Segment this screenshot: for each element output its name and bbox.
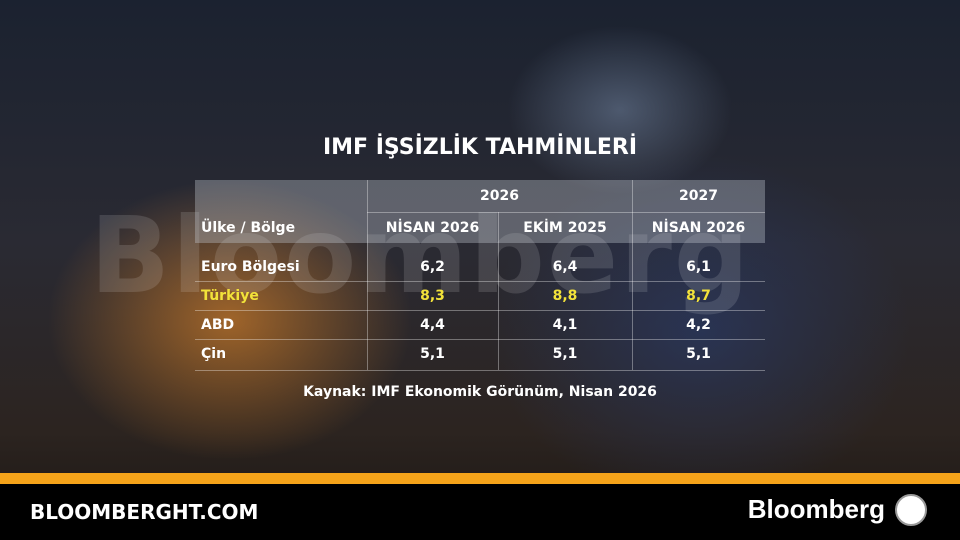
table-cell: 6,2: [420, 258, 445, 275]
source: Kaynak: IMF Ekonomik Görünüm, Nisan 2026: [303, 384, 657, 400]
row-line: [195, 370, 765, 371]
row-line: [195, 310, 765, 311]
title: IMF İŞSİZLİK TAHMİNLERİ: [322, 135, 638, 160]
row-line: [195, 339, 765, 340]
table-cell: Türkiye: [201, 287, 259, 304]
column-header: NİSAN 2026: [385, 219, 480, 236]
table-cell: Çin: [201, 345, 227, 362]
watermark: Bloomberg: [90, 195, 752, 317]
row-line: [195, 281, 765, 282]
header-bg: [195, 180, 765, 243]
header-line: [367, 212, 765, 213]
footer: [0, 484, 960, 540]
accent-bar: [0, 473, 960, 484]
table-cell: 8,7: [686, 287, 711, 304]
table-cell: 6,1: [686, 258, 711, 275]
table-cell: 8,8: [552, 287, 578, 304]
group-header: 2026: [480, 188, 519, 204]
table-cell: Euro Bölgesi: [201, 258, 300, 275]
table-cell: 8,3: [420, 287, 445, 304]
column-header: NİSAN 2026: [651, 219, 746, 236]
table-cell: ABD: [201, 316, 235, 333]
column-header: Ülke / Bölge: [201, 219, 296, 236]
table-cell: 4,1: [552, 316, 578, 333]
column-line: [367, 180, 368, 370]
table-cell: 5,1: [420, 345, 445, 362]
column-header: EKİM 2025: [523, 219, 607, 236]
table-cell: 5,1: [686, 345, 711, 362]
table-cell: 4,4: [420, 316, 445, 333]
logo: [895, 494, 927, 526]
site-link[interactable]: BLOOMBERGHT.COM: [30, 500, 259, 524]
group-header: 2027: [679, 188, 718, 204]
table-cell: 5,1: [552, 345, 578, 362]
column-line: [498, 212, 499, 370]
brand: Bloomberg: [747, 494, 885, 524]
table-cell: 4,2: [686, 316, 711, 333]
table-cell: 6,4: [552, 258, 578, 275]
column-line: [632, 180, 633, 370]
